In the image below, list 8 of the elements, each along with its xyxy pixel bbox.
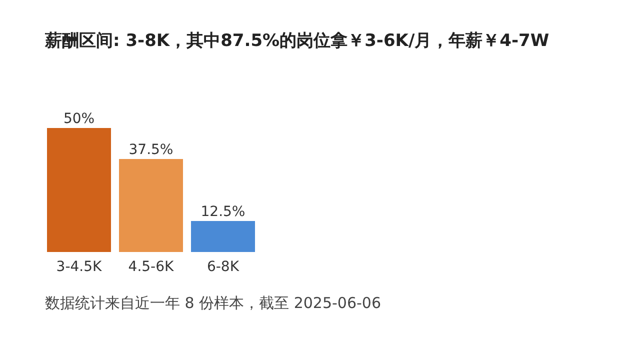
x-tick-label: 6-8K	[206, 259, 240, 275]
text: 薪酬区间: 3-8K，其中87.5%的岗位拿￥3-6K/月，年薪￥4-7W	[45, 30, 550, 53]
x-tick-label: 4.5-6K	[128, 259, 175, 275]
data-label: 12.5%	[200, 204, 246, 220]
data-label: 37.5%	[128, 142, 174, 158]
x-tick-label: 3-4.5K	[56, 259, 103, 275]
text: 数据统计来自近一年 8 份样本，截至 2025-06-06	[45, 294, 382, 313]
data-label: 50%	[63, 111, 95, 127]
